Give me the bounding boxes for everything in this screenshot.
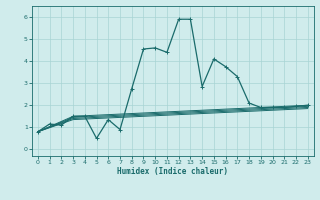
X-axis label: Humidex (Indice chaleur): Humidex (Indice chaleur) <box>117 167 228 176</box>
